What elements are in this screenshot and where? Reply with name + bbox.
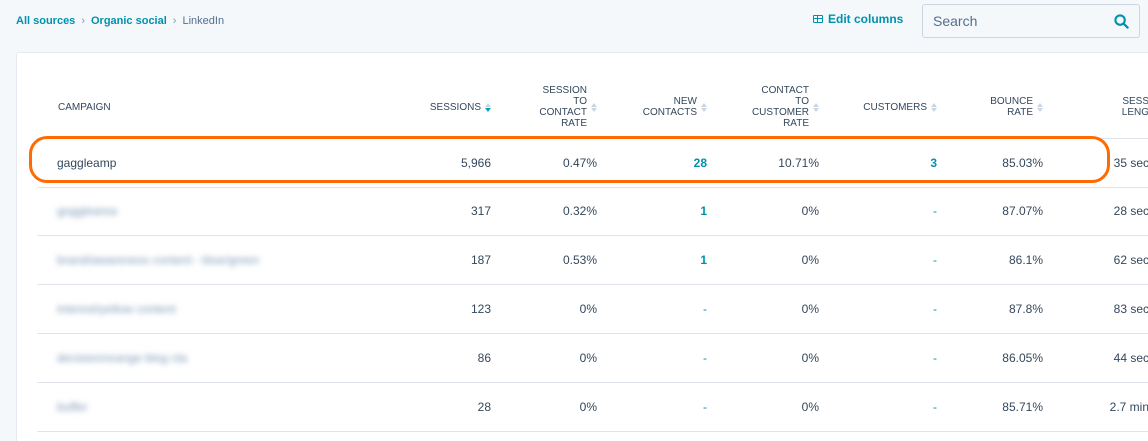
cell-session-to-contact-rate: 0.32% <box>562 204 597 218</box>
cell-campaign[interactable]: gogglearea <box>57 204 118 218</box>
cell-new-contacts: - <box>703 400 707 414</box>
cell-campaign[interactable]: gaggleamp <box>57 156 117 170</box>
column-header-label: CONTACT TO CUSTOMER RATE <box>751 85 809 129</box>
cell-session-length: 28 sec <box>1113 204 1148 218</box>
column-header-new-contacts[interactable]: NEW CONTACTS <box>577 81 707 133</box>
sort-icon[interactable] <box>591 102 597 112</box>
cell-session-length: 44 sec <box>1113 351 1148 365</box>
cell-customers[interactable]: 3 <box>930 156 937 170</box>
cell-contact-to-customer-rate: 0% <box>801 400 819 414</box>
column-header-label: SESSIONS <box>429 101 481 113</box>
cell-customers: - <box>933 204 937 218</box>
breadcrumb-current: LinkedIn <box>182 15 225 27</box>
search-icon[interactable] <box>1114 14 1129 29</box>
table-row[interactable]: buffer 28 0% - 0% - 85.71% 2.7 min <box>37 383 1148 432</box>
table-row[interactable]: decision/orange blog cta 86 0% - 0% - 86.05% 44… <box>37 334 1148 383</box>
cell-new-contacts[interactable]: 1 <box>700 204 707 218</box>
cell-customers: - <box>933 253 937 267</box>
sort-icon[interactable] <box>813 102 819 112</box>
breadcrumb: All sources › Organic social › LinkedIn <box>16 15 224 27</box>
cell-sessions: 187 <box>470 253 491 267</box>
cell-session-length: 2.7 min <box>1109 400 1148 414</box>
column-header-label: SESS LENG <box>1121 96 1148 118</box>
column-header-bounce-rate[interactable]: BOUNCE RATE <box>913 81 1043 133</box>
sort-icon[interactable] <box>701 102 707 112</box>
cell-session-to-contact-rate: 0.47% <box>562 156 597 170</box>
cell-session-to-contact-rate: 0% <box>579 400 597 414</box>
cell-sessions: 86 <box>477 351 491 365</box>
breadcrumb-separator: › <box>81 15 85 27</box>
column-header-label: BOUNCE RATE <box>990 96 1033 118</box>
column-header-sessions[interactable]: SESSIONS <box>361 81 491 133</box>
cell-bounce-rate: 87.8% <box>1008 302 1043 316</box>
cell-new-contacts: - <box>703 351 707 365</box>
edit-columns-label: Edit columns <box>828 12 904 26</box>
cell-campaign[interactable]: interest/yellow content <box>57 302 176 316</box>
cell-sessions: 5,966 <box>460 156 491 170</box>
cell-contact-to-customer-rate: 0% <box>801 204 819 218</box>
cell-bounce-rate: 87.07% <box>1002 204 1043 218</box>
cell-session-length: 35 sec <box>1113 156 1148 170</box>
table-row[interactable]: brand/awareness content - blue/green 187 0… <box>37 236 1148 285</box>
search-box <box>922 4 1140 38</box>
sort-icon[interactable] <box>1037 102 1043 112</box>
column-header-label: CAMPAIGN <box>58 101 111 113</box>
column-header-customers[interactable]: CUSTOMERS <box>807 81 937 133</box>
cell-contact-to-customer-rate: 0% <box>801 253 819 267</box>
cell-campaign[interactable]: buffer <box>57 400 88 414</box>
cell-session-length: 83 sec <box>1113 302 1148 316</box>
column-header-campaign[interactable]: CAMPAIGN <box>58 81 111 133</box>
cell-bounce-rate: 85.71% <box>1002 400 1043 414</box>
edit-columns-button[interactable]: Edit columns <box>813 12 903 26</box>
cell-bounce-rate: 86.1% <box>1008 253 1043 267</box>
top-bar: All sources › Organic social › LinkedIn … <box>0 0 1148 44</box>
sort-icon[interactable] <box>485 102 491 112</box>
cell-new-contacts[interactable]: 28 <box>693 156 707 170</box>
columns-icon <box>813 15 823 23</box>
column-header-session-to-contact-rate[interactable]: SESSION TO CONTACT RATE <box>467 81 597 133</box>
cell-new-contacts[interactable]: 1 <box>700 253 707 267</box>
column-header-contact-to-customer-rate[interactable]: CONTACT TO CUSTOMER RATE <box>689 81 819 133</box>
breadcrumb-all-sources[interactable]: All sources <box>16 15 76 27</box>
cell-sessions: 28 <box>477 400 491 414</box>
cell-campaign[interactable]: decision/orange blog cta <box>57 351 188 365</box>
column-header-label: SESSION TO CONTACT RATE <box>539 85 587 129</box>
cell-session-to-contact-rate: 0% <box>579 302 597 316</box>
cell-campaign[interactable]: brand/awareness content - blue/green <box>57 253 260 267</box>
cell-contact-to-customer-rate: 0% <box>801 351 819 365</box>
cell-session-length: 62 sec <box>1113 253 1148 267</box>
cell-customers: - <box>933 302 937 316</box>
cell-customers: - <box>933 351 937 365</box>
cell-new-contacts: - <box>703 302 707 316</box>
campaign-table-card: CAMPAIGN SESSIONS SESSION TO CONTACT RATE NEW C… <box>16 52 1148 441</box>
column-header-label: CUSTOMERS <box>863 101 927 113</box>
breadcrumb-organic-social[interactable]: Organic social <box>90 15 167 27</box>
search-input[interactable] <box>923 5 1123 37</box>
breadcrumb-separator: › <box>172 15 177 27</box>
cell-bounce-rate: 86.05% <box>1002 351 1043 365</box>
cell-customers: - <box>933 400 937 414</box>
cell-session-to-contact-rate: 0.53% <box>562 253 597 267</box>
cell-sessions: 123 <box>470 302 491 316</box>
table-row[interactable]: gogglearea 317 0.32% 1 0% - 87.07% 28 sec <box>37 187 1148 236</box>
cell-bounce-rate: 85.03% <box>1002 156 1043 170</box>
table-row[interactable]: interest/yellow content 123 0% - 0% - 87.8% 83 … <box>37 285 1148 334</box>
column-header-session-length[interactable]: SESS LENG <box>1019 81 1148 133</box>
table-row[interactable]: gaggleamp 5,966 0.47% 28 10.71% 3 85.03% 35 sec <box>37 138 1148 188</box>
cell-contact-to-customer-rate: 10.71% <box>778 156 819 170</box>
sort-icon[interactable] <box>931 102 937 112</box>
column-header-label: NEW CONTACTS <box>642 96 697 118</box>
cell-contact-to-customer-rate: 0% <box>801 302 819 316</box>
cell-session-to-contact-rate: 0% <box>579 351 597 365</box>
cell-sessions: 317 <box>470 204 491 218</box>
